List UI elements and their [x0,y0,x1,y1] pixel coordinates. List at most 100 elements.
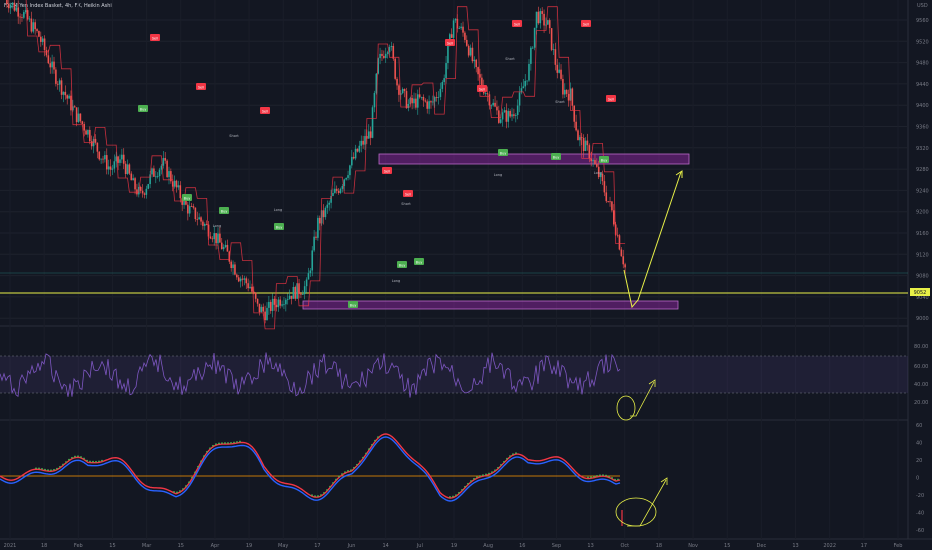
osc-dot [344,471,346,474]
osc-dot [92,460,94,463]
osc-tick-label: -60 [916,528,924,534]
candle-body [552,49,555,51]
candle-body [531,47,534,49]
candle-body [260,306,263,313]
candle-body [288,295,291,300]
osc-dot [182,488,184,490]
time-tick-label: 15 [178,543,184,549]
osc-signal-line [0,436,621,502]
buy-signal-label: Buy [276,226,283,230]
buy-signal [414,258,424,265]
time-tick-label: 13 [792,543,798,549]
candle-body [60,80,63,95]
candle-body [130,173,133,181]
osc-dot [179,490,181,492]
candle-body [564,89,566,95]
candle-body [388,46,391,53]
price-tick-label: 9080 [916,274,929,280]
candle-body [452,20,455,38]
candle-body [465,39,468,46]
candle-body [154,176,157,178]
candle-body [19,16,21,18]
candle-body [424,100,427,102]
candle-body [343,179,346,187]
candle-body [254,292,257,299]
candle-body [560,69,562,79]
sell-signal [445,39,455,46]
candle-body [379,53,381,59]
osc-dot [56,467,58,470]
candle-body [358,145,361,152]
osc-dot [89,460,91,463]
candle-body [456,18,459,29]
osc-dot [317,495,319,497]
osc-dot [449,496,451,498]
candle-body [392,45,395,59]
osc-dot [95,460,97,463]
candle-body [113,161,116,169]
candle-body [616,234,619,236]
support-zone [302,300,679,310]
sell-signal [260,107,270,114]
candle-body [317,217,319,238]
candle-body [220,242,223,250]
osc-dot [473,477,475,480]
osc-dot [50,469,52,472]
osc-dot [335,478,337,481]
buy-signal [274,223,284,230]
osc-arrow-head [660,477,668,485]
candle-body [194,207,197,220]
candle-body [243,278,246,280]
osc-dot [611,477,613,479]
candle-body [264,311,266,321]
time-tick-label: Jun [347,543,356,549]
candle-body [590,158,592,162]
price-tick-label: 9440 [916,82,929,88]
candle-body [294,286,297,299]
rsi-line [0,352,621,398]
candle-body [198,217,200,220]
candle-body [183,199,185,205]
candle-body [162,158,165,166]
candle-body [151,168,153,175]
osc-dot [500,463,502,466]
osc-dot [62,463,64,466]
candle-body [381,53,383,56]
candle-body [79,113,82,122]
osc-dot [323,492,325,494]
candle-body [36,29,38,32]
candle-body [119,159,121,163]
candle-body [6,0,8,5]
candle-body [75,107,78,123]
candle-body [524,80,527,87]
candle-body [298,283,300,294]
time-tick-label: 2022 [823,543,836,549]
osc-dot [59,465,61,468]
candle-body [153,168,155,177]
candle-body [339,188,342,193]
candle-body [499,119,502,123]
osc-dot [617,478,619,481]
projection-arrow-head [675,170,683,178]
osc-dot [173,490,175,493]
candle-body [303,286,306,295]
candle-body [105,155,108,170]
price-tick-label: 9280 [916,167,929,173]
buy-signal [599,156,609,163]
candle-body [311,250,314,271]
candle-body [126,164,129,175]
sell-signal [477,85,487,92]
sell-signal-label: Sell [479,88,485,92]
candle-body [15,7,18,11]
candle-body [207,224,210,237]
candle-body [535,11,538,28]
time-tick-label: Dec [757,543,767,549]
buy-signal-label: Buy [553,156,560,160]
candle-body [528,63,530,81]
price-tick-label: 9320 [916,146,929,152]
candle-body [164,158,167,161]
candle-body [622,256,625,265]
candle-body [17,7,19,17]
osc-dot [326,489,328,491]
